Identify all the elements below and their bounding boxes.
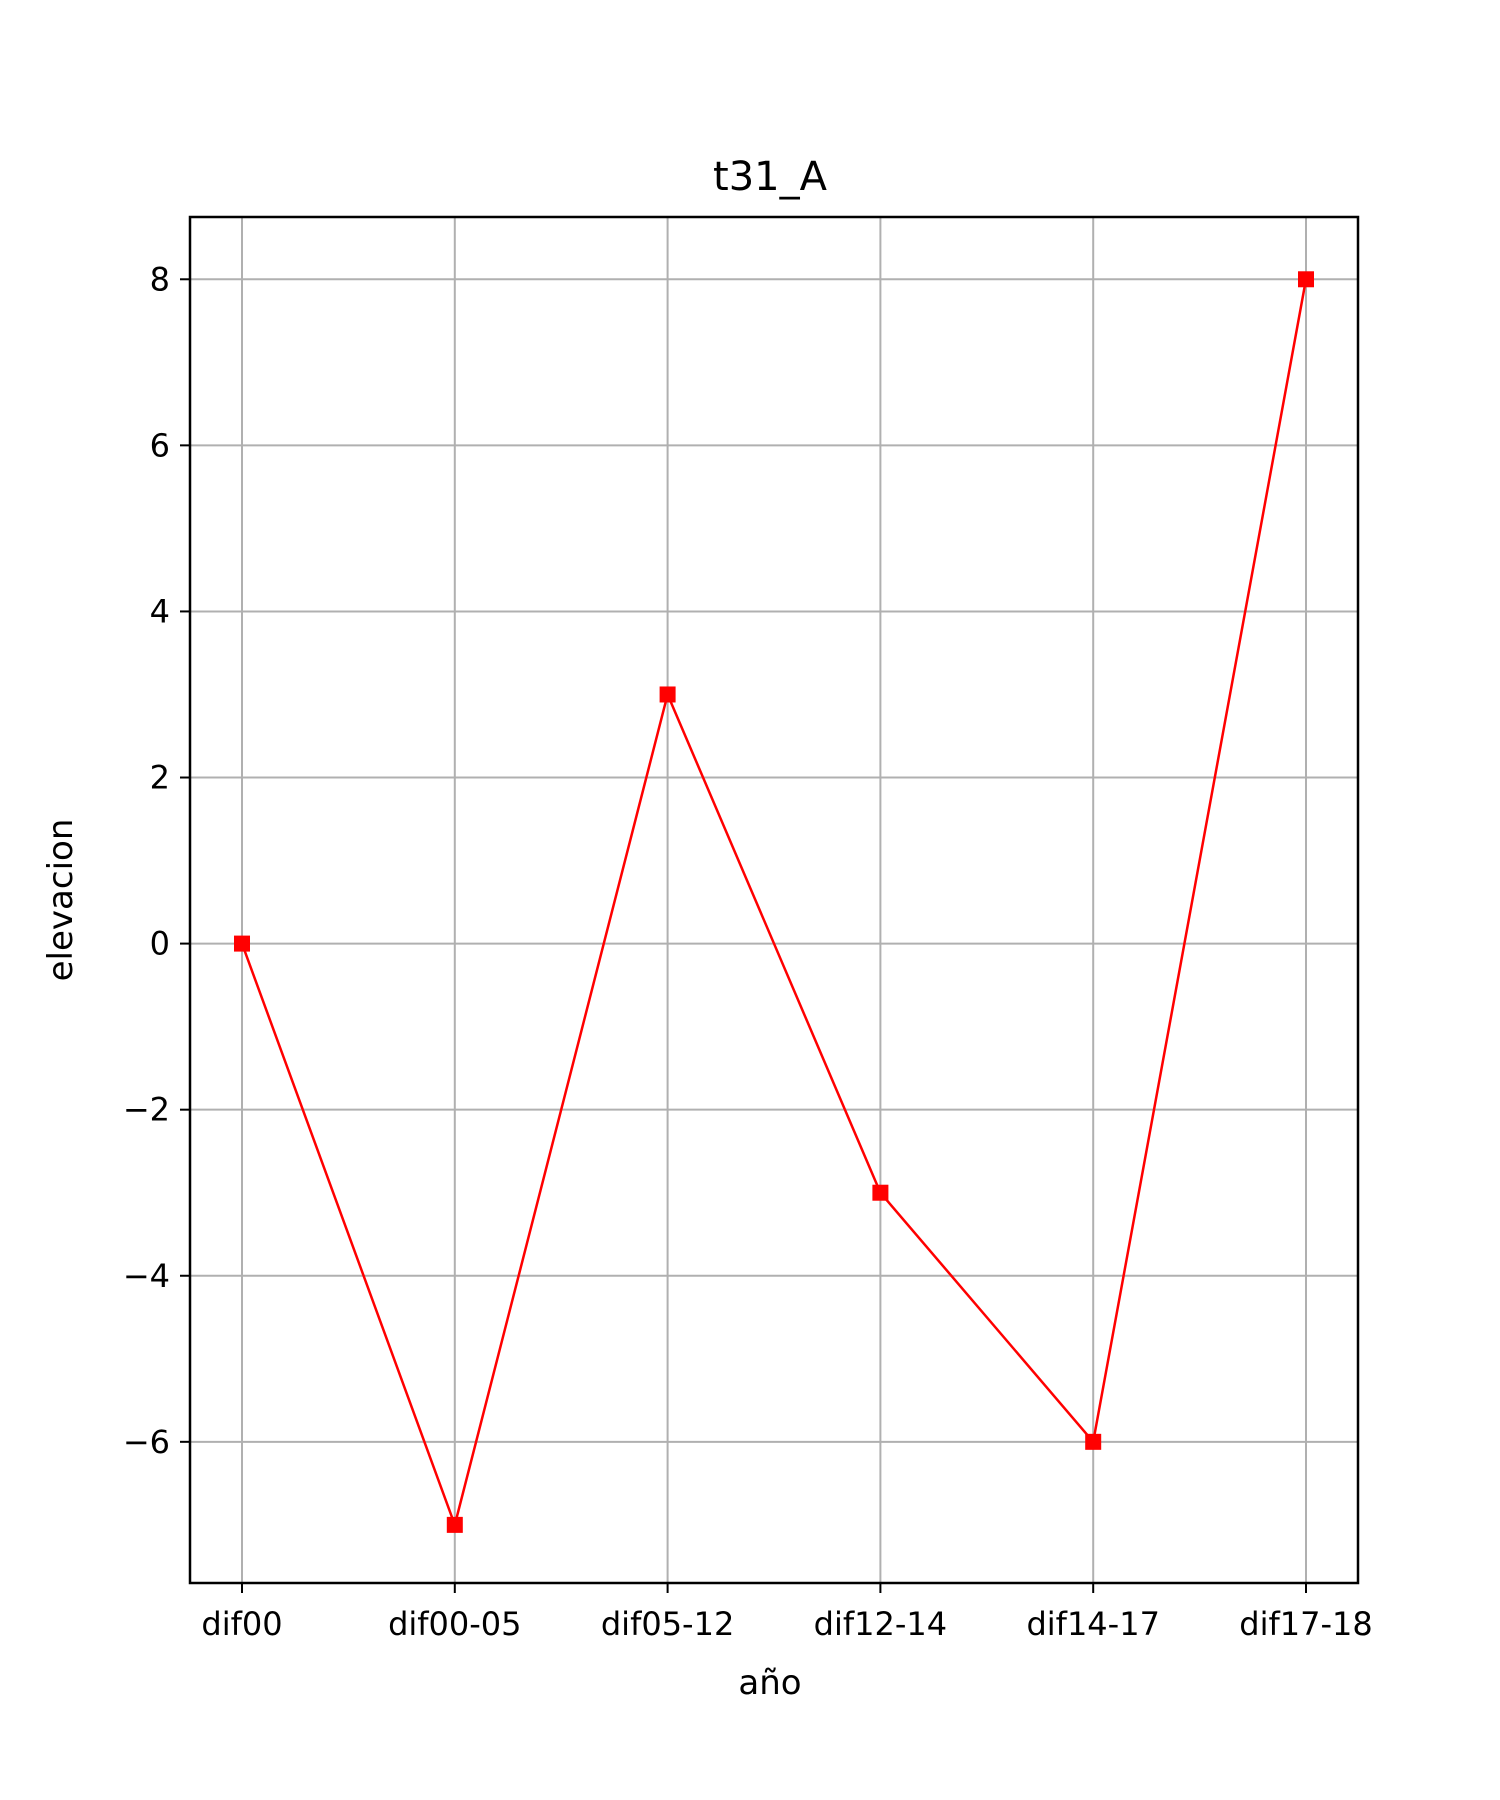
axis-ticks xyxy=(180,278,1307,1593)
x-tick-label: dif12-14 xyxy=(814,1605,947,1643)
x-tick-label: dif00-05 xyxy=(388,1605,521,1643)
x-tick-label: dif17-18 xyxy=(1239,1605,1372,1643)
y-tick-label: 8 xyxy=(150,260,170,298)
x-axis-label: año xyxy=(738,1663,801,1703)
y-tick-label: −4 xyxy=(123,1257,170,1295)
plot-frame xyxy=(188,215,1360,1585)
y-tick-label: 2 xyxy=(150,759,170,797)
tick-labels: dif00 dif00-05 dif05-12 dif12-14 dif14-17 dif… xyxy=(123,260,1373,1643)
data-point-marker xyxy=(446,1516,463,1533)
series-layer xyxy=(234,271,1314,1533)
x-tick-label: dif14-17 xyxy=(1026,1605,1159,1643)
data-point-marker xyxy=(234,935,250,952)
data-point-marker xyxy=(659,686,676,703)
grid-lines xyxy=(190,217,1358,1583)
y-tick-label: 6 xyxy=(150,426,170,464)
data-point-marker xyxy=(872,1184,889,1201)
chart-title: t31_A xyxy=(713,154,828,200)
y-tick-label: 0 xyxy=(150,925,170,963)
data-point-marker xyxy=(1298,271,1314,288)
y-tick-label: −6 xyxy=(123,1423,170,1461)
y-tick-label: 4 xyxy=(150,592,170,630)
y-tick-label: −2 xyxy=(123,1091,170,1129)
x-tick-label: dif05-12 xyxy=(601,1605,734,1643)
series-line xyxy=(240,279,1308,1530)
x-tick-label: dif00 xyxy=(201,1605,282,1643)
data-point-marker xyxy=(1085,1433,1102,1450)
y-axis-label: elevacion xyxy=(41,819,81,982)
